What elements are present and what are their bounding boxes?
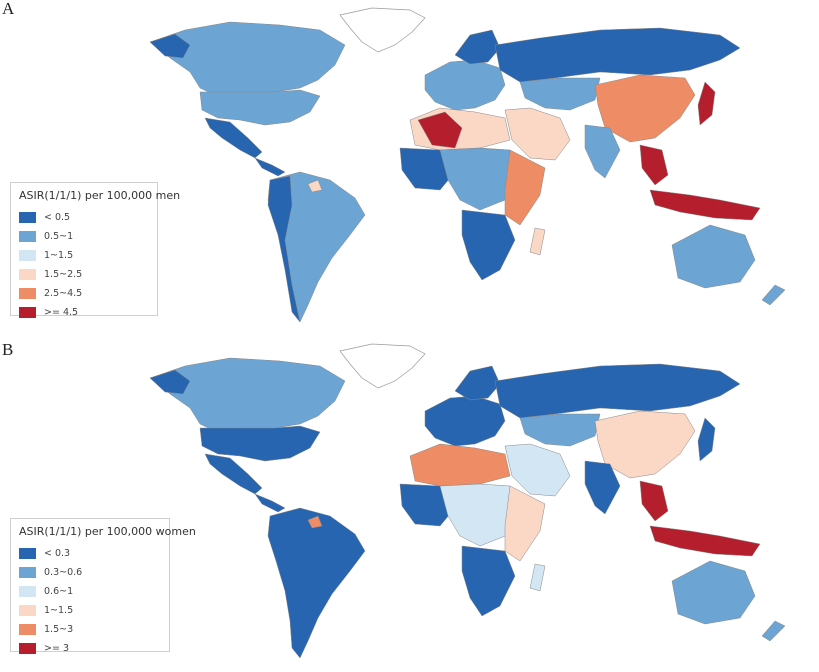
south-america [267,507,366,659]
legend-item: < 0.3 [19,544,161,563]
alaska [149,33,191,59]
alaska [149,369,191,395]
guiana [307,179,323,193]
usa [199,89,321,126]
greenland [339,343,426,389]
japan [697,417,716,462]
legend-swatch [19,624,36,635]
legend-swatch [19,567,36,578]
legend-label: 2.5~4.5 [44,288,83,299]
algeria [417,111,463,149]
indonesia [649,189,761,221]
india [584,460,621,515]
legend-title: ASIR(1/1/1) per 100,000 women [19,525,196,538]
central-asia [519,77,601,111]
scandinavia [454,365,501,401]
legend-swatch [19,231,36,242]
madagascar [529,563,546,592]
india [584,124,621,179]
legend-swatch [19,307,36,318]
madagascar [529,227,546,256]
southern-africa [461,209,516,281]
legend-label: 1~1.5 [44,605,74,616]
north-america-north [149,357,346,432]
legend-men: ASIR(1/1/1) per 100,000 men < 0.5 0.5~1 … [10,182,181,318]
legend-item: 1~1.5 [19,246,149,265]
legend-swatch [19,269,36,280]
southeast-asia [639,144,669,186]
legend-swatch [19,605,36,616]
east-africa [504,149,546,226]
central-asia [519,413,601,447]
legend-item: 0.6~1 [19,582,161,601]
mexico [204,453,263,495]
japan [697,81,716,126]
legend-label: >= 3 [44,643,69,654]
world-map-men [149,7,786,323]
legend-label: 0.5~1 [44,231,74,242]
scandinavia [454,29,501,65]
north-america-north [149,21,346,96]
legend-item: >= 4.5 [19,303,149,322]
legend-swatch [19,548,36,559]
australia [671,224,756,289]
middle-east [504,107,571,161]
legend-swatch [19,250,36,261]
legend-item: 2.5~4.5 [19,284,149,303]
south-america-west [267,175,301,323]
legend-item: 1.5~2.5 [19,265,149,284]
legend-label: < 0.3 [44,548,71,559]
legend-women: ASIR(1/1/1) per 100,000 women < 0.3 0.3~… [10,518,196,654]
guiana [307,515,323,529]
legend-label: 1.5~3 [44,624,74,635]
legend-item: 1~1.5 [19,601,161,620]
new-zealand [761,620,786,642]
china [594,410,696,479]
legend-label: < 0.5 [44,212,71,223]
legend-label: 1.5~2.5 [44,269,83,280]
east-africa [504,485,546,562]
legend-swatch [19,288,36,299]
greenland [339,7,426,53]
legend-item: 0.5~1 [19,227,149,246]
europe [424,395,506,447]
legend-label: >= 4.5 [44,307,79,318]
central-america [254,493,286,513]
southeast-asia [639,480,669,522]
legend-swatch [19,586,36,597]
legend-label: 1~1.5 [44,250,74,261]
legend-item: 1.5~3 [19,620,161,639]
legend-item: >= 3 [19,639,161,658]
north-africa [409,443,511,487]
indonesia [649,525,761,557]
mexico [204,117,263,159]
legend-item: 0.3~0.6 [19,563,161,582]
legend-item: < 0.5 [19,208,149,227]
europe [424,59,506,111]
russia [494,363,741,419]
legend-swatch [19,212,36,223]
new-zealand [761,284,786,306]
china [594,74,696,143]
central-america [254,157,286,177]
russia [494,27,741,83]
legend-swatch [19,643,36,654]
usa [199,425,321,462]
panel-label-b: B [2,340,14,359]
legend-label: 0.6~1 [44,586,74,597]
southern-africa [461,545,516,617]
australia [671,560,756,625]
middle-east [504,443,571,497]
legend-label: 0.3~0.6 [44,567,83,578]
legend-title: ASIR(1/1/1) per 100,000 men [19,189,181,202]
world-map-women [149,343,786,659]
panel-label-a: A [2,0,15,18]
